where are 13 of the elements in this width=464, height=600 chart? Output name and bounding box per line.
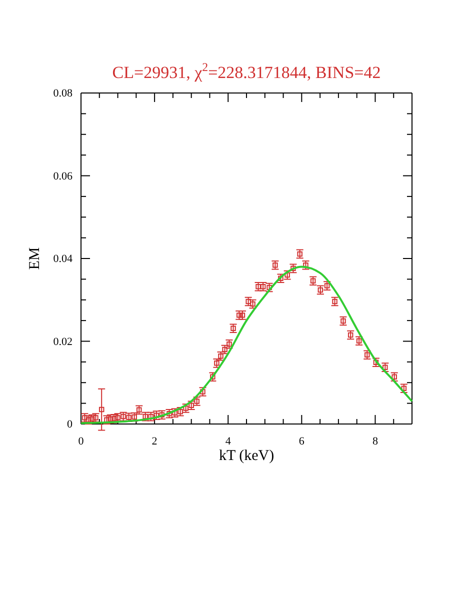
x-tick-label: 2	[152, 436, 158, 448]
x-tick-label: 0	[78, 436, 84, 448]
y-axis-title: EM	[27, 247, 43, 270]
y-tick-label: 0.02	[53, 336, 72, 348]
y-tick-label: 0.04	[53, 253, 73, 266]
x-tick-label: 8	[372, 436, 378, 448]
y-tick-label: 0.08	[53, 88, 73, 100]
x-tick-label: 6	[298, 436, 305, 448]
x-tick-label: 4	[225, 436, 232, 448]
y-tick-label: 0.06	[53, 170, 73, 182]
y-tick-label: 0	[67, 418, 73, 431]
chart-title: CL=29931, χ$^{2}$=228.3171844, BINS=42	[112, 60, 381, 82]
x-axis-title: kT (keV)	[218, 448, 274, 464]
